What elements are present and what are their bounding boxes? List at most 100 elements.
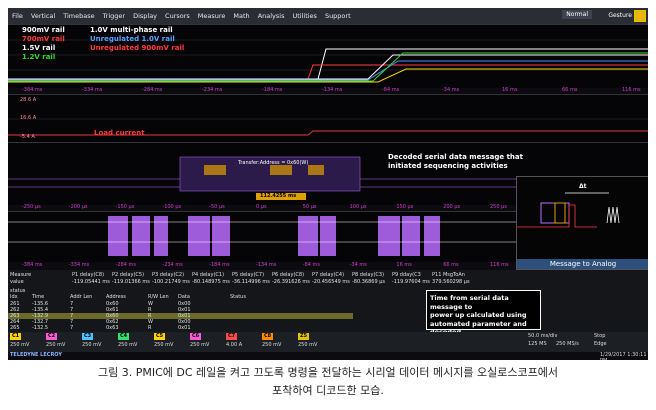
measure-param-value: -100.21749 ms (152, 279, 190, 285)
callout-decoded-1: Decoded serial data message that (388, 153, 523, 161)
serial-axis-tick-8: 150 µs (396, 204, 414, 210)
table-cell-rw: R (148, 313, 152, 319)
table-header: Idx Time Addr Len Address R/W Len Data Status (8, 294, 353, 300)
rails-plot (8, 39, 648, 83)
menu-timebase[interactable]: Timebase (63, 12, 95, 20)
channel-c5-label[interactable]: C5 (154, 333, 166, 340)
current-panel: 28.6 A 16.6 A -5.4 A Load current (8, 94, 648, 143)
gesture-label[interactable]: Gesture (608, 12, 632, 19)
menu-trigger[interactable]: Trigger (102, 12, 126, 20)
table-cell-time: -135.6 (32, 301, 49, 307)
table-cell-data: 0x01 (178, 325, 191, 331)
measure-param-name[interactable]: P6 delay(C8) (272, 272, 305, 278)
menu-vertical[interactable]: Vertical (30, 12, 56, 20)
table-cell-idx: 263 (10, 313, 20, 319)
menu-math[interactable]: Math (233, 12, 250, 20)
serial-axis-tick-9: 200 µs (443, 204, 461, 210)
zoom-plot (8, 216, 516, 256)
measure-param-name[interactable]: P4 delay(C1) (192, 272, 225, 278)
table-row[interactable]: 265 -132.5 7 0x63 R 0x01 (8, 325, 353, 331)
rail-white-2-trace (8, 54, 648, 80)
channel-c8-label[interactable]: C8 (262, 333, 274, 340)
bottom-axis-tick-4: -184 ms (209, 262, 230, 268)
menu-support[interactable]: Support (324, 12, 351, 20)
serial-axis-tick-3: -100 µs (162, 204, 182, 210)
table-header-cell: Idx (10, 294, 18, 300)
channel-c2-label[interactable]: C2 (46, 333, 58, 340)
serial-axis-tick-6: 50 µs (302, 204, 317, 210)
bottom-axis-tick-2: -284 ms (115, 262, 137, 268)
channel-c6-label[interactable]: C6 (190, 333, 202, 340)
table-cell-data: 0x00 (178, 319, 191, 325)
measure-param-name[interactable]: P11 MsgToAn (432, 272, 465, 278)
measure-value-label: value (10, 279, 24, 285)
table-cell-data: 0x00 (178, 301, 191, 307)
menu-bar: File Vertical Timebase Trigger Display Cursor… (8, 8, 648, 24)
table-cell-address: 0x61 (106, 307, 119, 313)
menu-utilities[interactable]: Utilities (292, 12, 317, 20)
channel-c7-label[interactable]: C7 (226, 333, 238, 340)
measure-header: Measure (10, 272, 32, 278)
calc-box-line: Time from serial data message to (430, 294, 509, 311)
table-cell-time: -132.9 (32, 313, 49, 319)
bottom-axis-tick-10: 116 ms (490, 262, 509, 268)
measure-panel: Measure value status P1 delay(C8) -119.05… (8, 270, 648, 332)
measure-param-value: 379.560298 µs (432, 279, 470, 285)
serial-axis-tick-7: 100 µs (349, 204, 367, 210)
channel-z5-label[interactable]: Z5 (298, 333, 310, 340)
measure-param-value: -119.97604 ms (392, 279, 430, 285)
measure-param-name[interactable]: P9 dday(C3 (392, 272, 421, 278)
table-header-cell: R/W Len (148, 294, 169, 300)
caption-line-2: 포착하여 디코드한 모습. (272, 384, 384, 397)
rail-blue-trace (8, 60, 648, 81)
table-row[interactable]: 262 -135.4 7 0x61 R 0x01 (8, 307, 353, 313)
trigger-mode-badge[interactable]: Normal (562, 10, 592, 19)
measure-param-name[interactable]: P3 delay(C2) (152, 272, 185, 278)
channel-c4-label[interactable]: C4 (118, 333, 130, 340)
measure-param-value: -26.391626 ms (272, 279, 310, 285)
bottom-axis-tick-6: -84 ms (302, 262, 321, 268)
measure-param-name[interactable]: P1 delay(C8) (72, 272, 105, 278)
menu-cursors[interactable]: Cursors (165, 12, 190, 20)
table-row[interactable]: 263 -132.9 7 0x60 R 0x01 (8, 313, 353, 319)
table-cell-time: -132.5 (32, 325, 49, 331)
timebase-trigger[interactable]: Stop (594, 333, 606, 339)
table-row[interactable]: 261 -135.6 7 0x60 W 0x00 (8, 301, 353, 307)
current-scale-top: 28.6 A (20, 97, 37, 103)
channel-c1-label[interactable]: C1 (10, 333, 22, 340)
inset-plot (517, 192, 620, 228)
callout-unreg-900mv: Unregulated 900mV rail (90, 44, 185, 52)
timebase-rate[interactable]: 250 MS/s (556, 341, 579, 347)
menu-display[interactable]: Display (133, 12, 158, 20)
menu-measure[interactable]: Measure (197, 12, 226, 20)
measure-param-name[interactable]: P5 delay(C7) (232, 272, 265, 278)
top-axis-tick-8: 16 ms (502, 87, 518, 93)
timebase-sample[interactable]: 125 MS (528, 341, 547, 347)
channel-c3-label[interactable]: C3 (82, 333, 94, 340)
menu-file[interactable]: File (12, 12, 23, 20)
measure-param-name[interactable]: P2 delay(C5) (112, 272, 145, 278)
top-axis-tick-1: -334 ms (82, 87, 103, 93)
timebase-value[interactable]: 50.0 ms/div (528, 333, 558, 339)
measure-param-name[interactable]: P7 delay(C4) (312, 272, 345, 278)
load-current-trace (8, 130, 648, 136)
measure-param-name[interactable]: P8 delay(C3) (352, 272, 385, 278)
table-header-cell: Data (178, 294, 190, 300)
channel-c7-scale: 4.00 A (226, 342, 243, 348)
corner-logo-icon (634, 10, 646, 22)
channel-c8-scale: 250 mV (262, 342, 282, 348)
table-row[interactable]: 264 -132.7 7 0x62 W 0x00 (8, 319, 353, 325)
message-to-analog-inset: Δt Message to Analog (516, 176, 648, 270)
bottom-axis-tick-7: -34 ms (349, 262, 367, 268)
decode-table: Idx Time Addr Len Address R/W Len Data Status 2… (8, 294, 353, 332)
table-cell-rw: W (148, 319, 153, 325)
callout-unreg-1v: Unregulated 1.0V rail (90, 35, 175, 43)
calc-box-line: power up calculated using (430, 311, 527, 319)
table-cell-address: 0x60 (106, 301, 119, 307)
bottom-axis-tick-5: -134 ms (256, 262, 277, 268)
top-axis-tick-4: -184 ms (262, 87, 283, 93)
timebase-edge[interactable]: Edge (594, 341, 607, 347)
serial-axis-tick-2: -150 µs (115, 204, 135, 210)
menu-analysis[interactable]: Analysis (257, 12, 285, 20)
channel-c6-scale: 250 mV (190, 342, 210, 348)
